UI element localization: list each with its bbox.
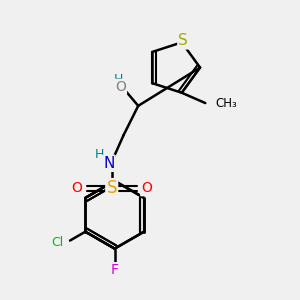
Text: O: O — [141, 181, 152, 195]
Text: S: S — [106, 179, 117, 197]
Text: H: H — [95, 148, 104, 161]
Text: CH₃: CH₃ — [216, 97, 237, 110]
Text: H: H — [114, 73, 123, 86]
Text: Cl: Cl — [51, 236, 64, 249]
Text: O: O — [115, 80, 126, 94]
Text: O: O — [71, 181, 82, 195]
Text: S: S — [178, 33, 188, 48]
Text: F: F — [111, 263, 119, 277]
Text: N: N — [103, 156, 115, 171]
